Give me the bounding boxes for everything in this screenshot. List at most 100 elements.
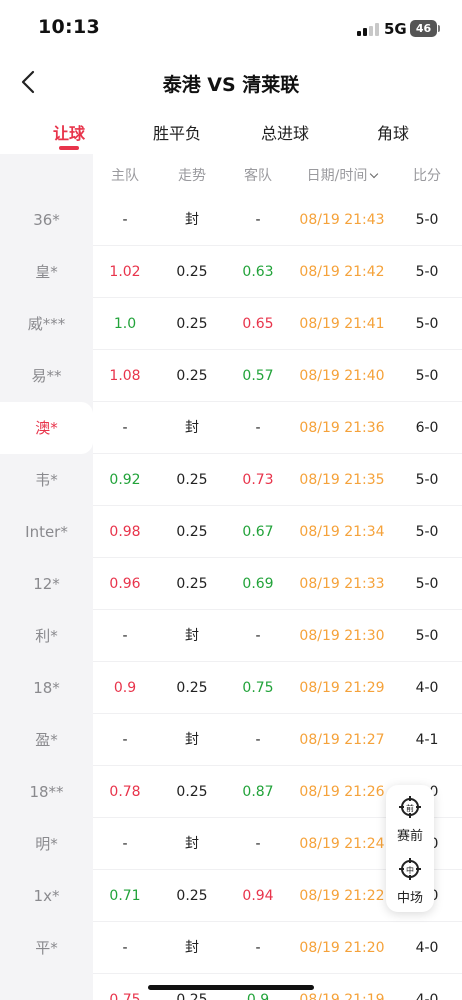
company-name: 威*** <box>27 315 66 333</box>
home-odds: - <box>122 836 128 852</box>
tab-total-goals[interactable]: 总进球 <box>240 120 330 144</box>
sidebar-item-company[interactable]: 韦* <box>0 454 93 506</box>
tab-active-indicator <box>59 146 79 150</box>
company-name: 18* <box>33 679 60 697</box>
sidebar-item-company[interactable]: 皇* <box>0 246 93 298</box>
tab-corners[interactable]: 角球 <box>348 120 438 144</box>
home-odds: 1.08 <box>109 368 141 384</box>
handicap-line: 0.25 <box>176 264 208 280</box>
table-row[interactable]: 0.9 0.25 0.75 08/19 21:29 4-0 <box>93 662 462 714</box>
handicap-line: 0.25 <box>176 680 208 696</box>
table-row[interactable]: - 封 - 08/19 21:30 5-0 <box>93 610 462 662</box>
crosshair-pre-icon: 前 <box>399 796 421 818</box>
svg-text:前: 前 <box>406 803 414 813</box>
update-time: 08/19 21:27 <box>299 732 385 748</box>
update-time: 08/19 21:29 <box>299 680 385 696</box>
column-header-home: 主队 <box>111 168 139 184</box>
sidebar-item-company[interactable]: 12* <box>0 558 93 610</box>
away-odds: - <box>255 212 261 228</box>
handicap-line: 封 <box>185 628 199 644</box>
table-row[interactable]: 0.98 0.25 0.67 08/19 21:34 5-0 <box>93 506 462 558</box>
away-odds: 0.75 <box>242 680 274 696</box>
pre-match-button[interactable]: 前 赛前 <box>386 787 434 847</box>
away-odds: 0.69 <box>242 576 274 592</box>
column-header-datetime[interactable]: 日期/时间 <box>292 165 392 185</box>
home-odds: - <box>122 732 128 748</box>
home-odds: - <box>122 628 128 644</box>
home-indicator <box>148 985 314 990</box>
sidebar-item-company[interactable]: 威*** <box>0 298 93 350</box>
tab-win-draw-lose[interactable]: 胜平负 <box>132 120 222 144</box>
score: 5-0 <box>415 316 439 332</box>
status-bar: 10:13 5G 46 <box>0 0 462 56</box>
table-row[interactable]: - 封 - 08/19 21:36 6-0 <box>93 402 462 454</box>
table-row[interactable]: 0.96 0.25 0.69 08/19 21:33 5-0 <box>93 558 462 610</box>
page-title: 泰港 VS 清莱联 <box>162 74 300 96</box>
home-odds: 0.78 <box>109 784 141 800</box>
away-odds: - <box>255 732 261 748</box>
update-time: 08/19 21:24 <box>299 836 385 852</box>
update-time: 08/19 21:36 <box>299 420 385 436</box>
update-time: 08/19 21:19 <box>299 992 385 1000</box>
sidebar-item-company[interactable]: 盈* <box>0 714 93 766</box>
table-row[interactable]: 0.92 0.25 0.73 08/19 21:35 5-0 <box>93 454 462 506</box>
chevron-down-icon <box>370 169 379 179</box>
sidebar-item-company[interactable]: 18* <box>0 662 93 714</box>
sidebar-item-company[interactable]: 36* <box>0 194 93 246</box>
sidebar-item-company[interactable]: 易** <box>0 350 93 402</box>
battery-tip <box>438 25 440 32</box>
company-name: 利* <box>35 627 58 645</box>
update-time: 08/19 21:33 <box>299 576 385 592</box>
away-odds: 0.57 <box>242 368 274 384</box>
table-row[interactable]: 1.0 0.25 0.65 08/19 21:41 5-0 <box>93 298 462 350</box>
company-name: 皇* <box>35 263 58 281</box>
sidebar-item-company[interactable]: 18** <box>0 766 93 818</box>
home-odds: 0.92 <box>109 472 141 488</box>
column-header-trend: 走势 <box>178 168 206 184</box>
score: 4-0 <box>415 940 439 956</box>
home-odds: - <box>122 420 128 436</box>
table-row[interactable]: 0.75 0.25 0.9 08/19 21:19 4-0 <box>93 974 462 1000</box>
sidebar-item-company[interactable]: Inter* <box>0 506 93 558</box>
tab-handicap[interactable]: 让球 <box>24 120 114 144</box>
home-odds: 0.96 <box>109 576 141 592</box>
table-row[interactable]: 1.02 0.25 0.63 08/19 21:42 5-0 <box>93 246 462 298</box>
handicap-line: 0.25 <box>176 784 208 800</box>
away-odds: - <box>255 940 261 956</box>
sidebar-item-company[interactable]: 利* <box>0 610 93 662</box>
away-odds: 0.87 <box>242 784 274 800</box>
table-row[interactable]: - 封 - 08/19 21:43 5-0 <box>93 194 462 246</box>
tab-label: 总进球 <box>260 124 309 143</box>
handicap-line: 0.25 <box>176 368 208 384</box>
score: 6-0 <box>415 420 439 436</box>
handicap-line: 封 <box>185 836 199 852</box>
tab-bar: 让球 胜平负 总进球 角球 <box>0 110 462 154</box>
away-odds: 0.94 <box>242 888 274 904</box>
back-icon[interactable] <box>14 66 46 98</box>
handicap-line: 封 <box>185 212 199 228</box>
score: 5-0 <box>415 368 439 384</box>
sidebar-item-company[interactable]: 平* <box>0 922 93 974</box>
half-time-button[interactable]: 中 中场 <box>386 849 434 909</box>
update-time: 08/19 21:30 <box>299 628 385 644</box>
network-label: 5G <box>384 20 407 38</box>
update-time: 08/19 21:20 <box>299 940 385 956</box>
score: 4-0 <box>415 680 439 696</box>
sidebar-item-company[interactable]: 1x* <box>0 870 93 922</box>
company-name: 澳* <box>35 419 58 437</box>
battery-icon: 46 <box>410 20 437 37</box>
update-time: 08/19 21:40 <box>299 368 385 384</box>
table-row[interactable]: - 封 - 08/19 21:20 4-0 <box>93 922 462 974</box>
home-odds: 1.0 <box>113 316 137 332</box>
update-time: 08/19 21:42 <box>299 264 385 280</box>
table-row[interactable]: 1.08 0.25 0.57 08/19 21:40 5-0 <box>93 350 462 402</box>
home-odds: - <box>122 212 128 228</box>
home-odds: 0.75 <box>109 992 141 1000</box>
away-odds: 0.73 <box>242 472 274 488</box>
sidebar-item-company[interactable]: 明* <box>0 818 93 870</box>
sidebar-item-company[interactable]: 澳* <box>0 402 93 454</box>
nav-header: 泰港 VS 清莱联 <box>0 56 462 110</box>
column-header-away: 客队 <box>244 168 272 184</box>
table-row[interactable]: - 封 - 08/19 21:27 4-1 <box>93 714 462 766</box>
